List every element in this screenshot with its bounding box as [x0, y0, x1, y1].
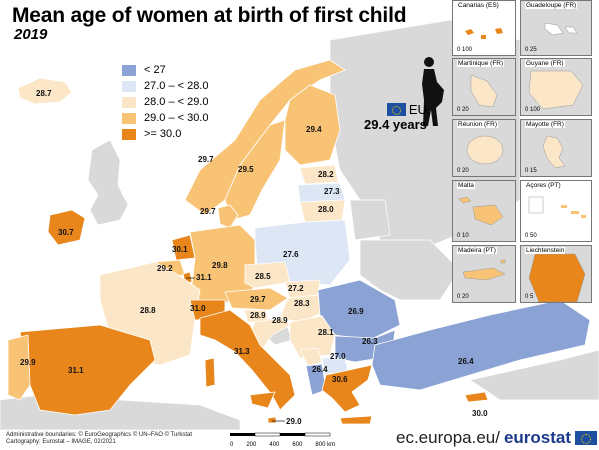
inset-mayotte: Mayotte (FR) 0 15: [520, 119, 592, 177]
map-title: Mean age of women at birth of first chil…: [12, 4, 407, 27]
label-iceland: 28.7: [36, 89, 52, 98]
credits: Administrative boundaries: © EuroGeograp…: [6, 432, 193, 445]
label-serbia: 28.1: [318, 328, 334, 337]
legend-swatch: [122, 64, 136, 76]
country-crete: [339, 415, 373, 425]
legend-swatch: [122, 128, 136, 140]
eu-value: 29.4 years: [364, 117, 427, 132]
country-portugal: [7, 334, 31, 401]
label-france: 28.8: [140, 306, 156, 315]
scale-bar: 0 200 400 600 800 km: [230, 432, 350, 448]
eu-average: EU 29.4 years: [364, 102, 427, 132]
label-malta: 29.0: [286, 417, 302, 426]
label-slovakia: 27.2: [288, 284, 304, 293]
label-slovenia: 28.9: [250, 311, 266, 320]
country-czechia: [244, 261, 291, 289]
pregnant-woman-icon: [422, 57, 444, 126]
inset-liechtenstein: Liechtenstein 0 5: [520, 245, 592, 303]
map-year: 2019: [14, 26, 48, 43]
background-uk: [87, 139, 129, 226]
label-czechia: 28.5: [255, 272, 271, 281]
eu-flag-icon: [386, 103, 406, 116]
label-norway: 29.7: [198, 155, 214, 164]
country-sicily: [249, 391, 276, 409]
label-cyprus: 30.0: [472, 409, 488, 418]
country-denmark: [217, 204, 239, 229]
label-poland: 27.6: [283, 250, 299, 259]
inset-guadeloupe: Guadeloupe (FR) 0 25: [520, 0, 592, 56]
eu-flag-icon: [575, 431, 598, 445]
inset-guyane: Guyane (FR) 0 100: [520, 58, 592, 116]
label-netherlands: 30.1: [172, 245, 188, 254]
country-hungary: [279, 294, 326, 323]
label-bulgaria: 26.3: [362, 337, 378, 346]
legend-item: >= 30.0: [122, 126, 209, 142]
eurostat-brand: ec.europa.eu/eurostat: [396, 428, 598, 448]
legend-swatch: [122, 96, 136, 108]
label-italy: 31.3: [234, 347, 250, 356]
label-germany: 29.8: [212, 261, 228, 270]
label-greece: 30.6: [332, 375, 348, 384]
country-serbia: [289, 315, 336, 359]
label-albania: 26.4: [312, 365, 328, 374]
inset-acores: Açores (PT) 0 50: [520, 180, 592, 242]
background-belarus: [349, 199, 391, 241]
label-austria: 29.7: [250, 295, 266, 304]
label-latvia: 27.3: [324, 187, 340, 196]
brand-name: eurostat: [503, 428, 572, 447]
legend-item: 28.0 – < 29.0: [122, 94, 209, 110]
brand-prefix: ec.europa.eu/: [396, 428, 500, 447]
label-turkey: 26.4: [458, 357, 474, 366]
label-montenegro: 27.0: [330, 352, 346, 361]
inset-madeira: Madeira (PT) 0 20: [452, 245, 516, 303]
inset-malta: Malta 0 10: [452, 180, 516, 242]
country-cyprus: [464, 391, 489, 403]
country-sardinia: [204, 357, 216, 388]
label-sweden: 29.5: [238, 165, 254, 174]
country-iceland: [17, 77, 73, 105]
label-belgium: 29.2: [157, 264, 173, 273]
label-estonia: 28.2: [318, 170, 334, 179]
label-luxembourg: 31.1: [196, 273, 212, 282]
country-estonia: [299, 164, 339, 185]
country-finland: [284, 84, 341, 166]
inset-martinique: Martinique (FR) 0 20: [452, 58, 516, 116]
country-sweden: [224, 119, 286, 221]
legend-swatch: [122, 112, 136, 124]
label-croatia: 28.9: [272, 316, 288, 325]
background-middleeast: [469, 349, 599, 401]
country-malta: [267, 416, 277, 424]
label-switzerland: 31.0: [190, 304, 206, 313]
label-lithuania: 28.0: [318, 205, 334, 214]
country-turkey: [371, 299, 591, 391]
legend-item: < 27: [122, 62, 209, 78]
inset-canarias: Canarias (ES) 0 100: [452, 0, 516, 56]
legend-item: 27.0 – < 28.0: [122, 78, 209, 94]
label-spain: 31.1: [68, 366, 84, 375]
country-montenegro: [299, 347, 323, 367]
label-hungary: 28.3: [294, 299, 310, 308]
label-portugal: 29.9: [20, 358, 36, 367]
inset-reunion: Réunion (FR) 0 20: [452, 119, 516, 177]
label-finland: 29.4: [306, 125, 322, 134]
label-denmark: 29.7: [200, 207, 216, 216]
country-ireland: [47, 209, 86, 246]
country-austria: [224, 287, 289, 311]
legend: < 27 27.0 – < 28.0 28.0 – < 29.0 29.0 – …: [116, 56, 217, 148]
country-greece: [321, 364, 373, 413]
legend-item: 29.0 – < 30.0: [122, 110, 209, 126]
label-romania: 26.9: [348, 307, 364, 316]
country-italy: [199, 309, 296, 411]
legend-swatch: [122, 80, 136, 92]
background-ukraine: [359, 239, 461, 301]
eu-label: EU: [408, 102, 427, 117]
label-ireland: 30.7: [58, 228, 74, 237]
